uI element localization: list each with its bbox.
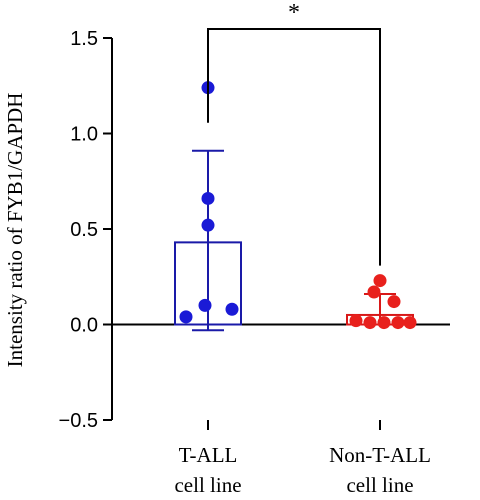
y-axis-ticks: −0.5 0.0 0.5 1.0 1.5 — [59, 28, 112, 432]
y-tick-label: 1.5 — [70, 28, 98, 50]
data-point — [391, 316, 405, 330]
data-point — [201, 218, 215, 232]
x-axis-labels: T-ALL cell line Non-T-ALL cell line — [174, 443, 430, 497]
category-label-line2: cell line — [346, 473, 413, 497]
data-point — [198, 298, 212, 312]
data-point — [349, 314, 363, 328]
data-points — [179, 81, 417, 330]
category-label-line2: cell line — [174, 473, 241, 497]
category-label-line1: T-ALL — [179, 443, 238, 467]
significance-bracket: * — [207, 0, 381, 266]
y-tick-label: −0.5 — [59, 410, 98, 432]
data-point — [403, 316, 417, 330]
data-point — [179, 310, 193, 324]
y-tick-label: 0.5 — [70, 219, 98, 241]
significance-label: * — [288, 0, 300, 26]
data-point — [363, 316, 377, 330]
y-tick-label: 1.0 — [70, 124, 98, 146]
data-point — [387, 295, 401, 309]
data-point — [367, 285, 381, 299]
category-label-line1: Non-T-ALL — [329, 443, 431, 467]
data-point — [201, 191, 215, 205]
data-point — [225, 302, 239, 316]
data-point — [373, 274, 387, 288]
y-axis-title: Intensity ratio of FYB1/GAPDH — [3, 93, 27, 368]
significance-line — [207, 28, 381, 266]
data-point — [377, 316, 391, 330]
y-tick-label: 0.0 — [70, 315, 98, 337]
axes — [111, 38, 450, 430]
